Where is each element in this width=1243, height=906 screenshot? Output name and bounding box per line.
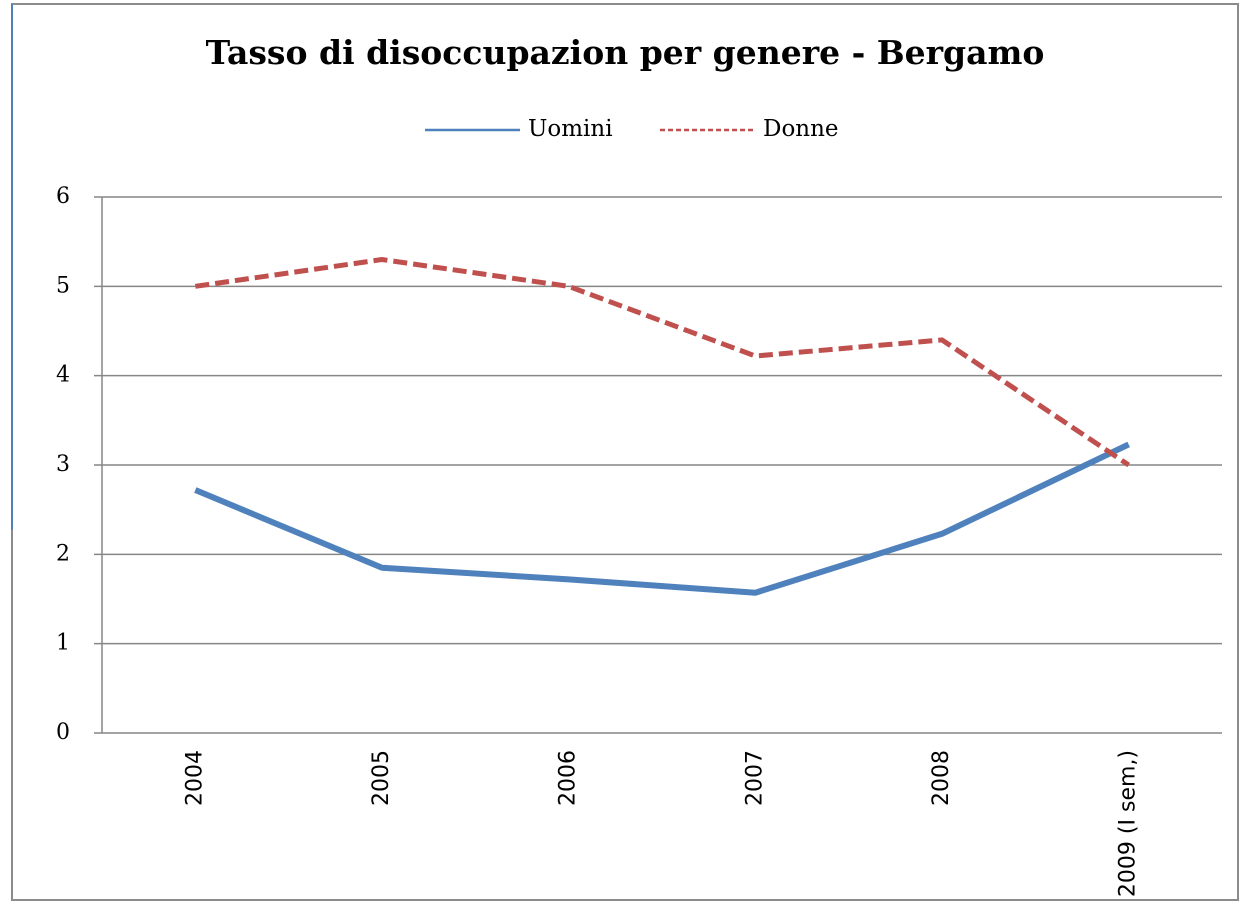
legend-label: Donne [763,116,839,142]
y-tick-label: 5 [56,273,70,298]
y-tick-label: 0 [56,720,70,745]
data-line [194,257,1131,468]
data-line [194,441,1130,596]
x-tick-label: 2005 [369,750,394,806]
x-tick-label: 2006 [556,750,581,806]
x-tick-label: 2007 [742,750,767,806]
y-tick-label: 4 [56,363,70,388]
x-tick-label: 2008 [929,750,954,806]
chart-title: Tasso di disoccupazion per genere - Berg… [206,33,1045,72]
y-tick-label: 6 [56,184,70,209]
y-tick-label: 2 [56,541,70,566]
x-tick-label: 2009 (I sem,) [1116,750,1141,897]
y-tick-label: 1 [56,631,70,656]
legend-label: Uomini [528,116,613,142]
x-tick-label: 2004 [182,750,207,806]
y-tick-label: 3 [56,452,70,477]
